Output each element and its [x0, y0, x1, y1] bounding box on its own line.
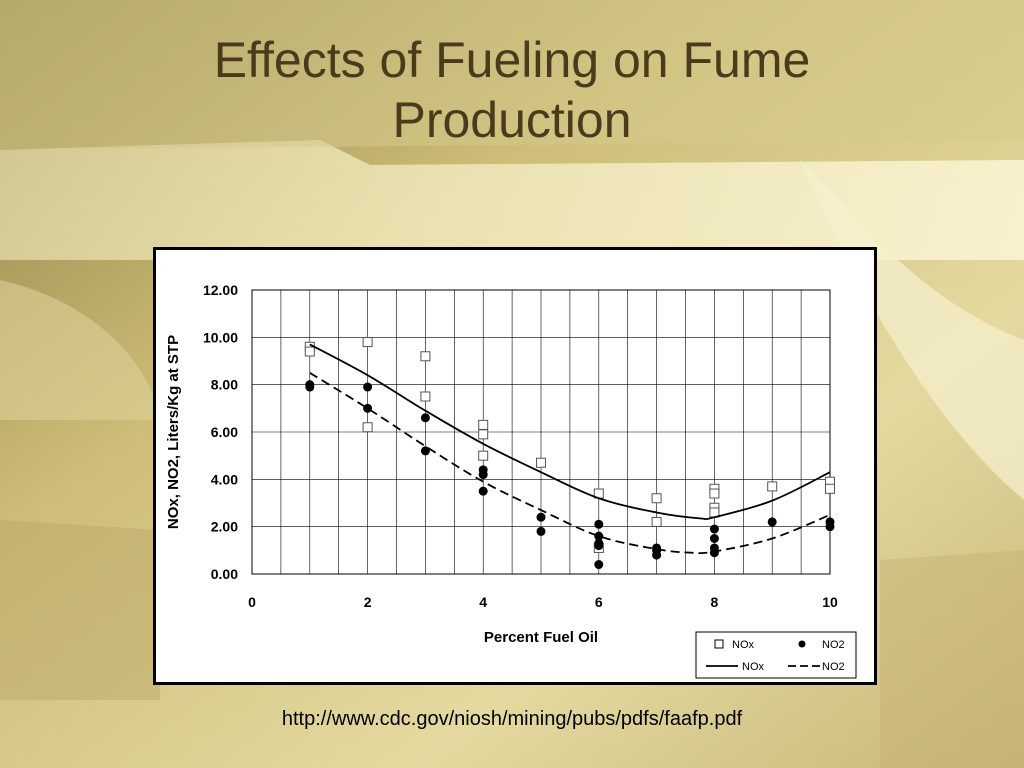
- no2-fit-line: [309, 372, 831, 555]
- x-tick-label: 2: [364, 594, 372, 610]
- y-tick-label: 10.00: [203, 329, 238, 345]
- no2-data-point: [536, 526, 546, 536]
- nox-data-point: [767, 481, 778, 492]
- nox-data-point: [536, 457, 546, 468]
- x-tick-label: 6: [595, 594, 603, 610]
- slide-title-line-2: Production: [392, 92, 632, 148]
- no2-data-point: [363, 403, 373, 413]
- no2-data-point: [594, 560, 604, 570]
- x-tick-label: 0: [248, 594, 256, 610]
- nox-data-point: [362, 422, 373, 433]
- no2-data-point: [594, 531, 604, 541]
- nox-data-point: [478, 450, 489, 461]
- x-tick-label: 10: [822, 594, 838, 610]
- nox-fit-line: [309, 343, 831, 521]
- x-axis-label: Percent Fuel Oil: [484, 629, 598, 646]
- no2-data-point: [652, 550, 662, 560]
- x-tick-label: 4: [479, 594, 487, 610]
- legend-no2-line-label: NO2: [822, 661, 845, 673]
- no2-data-point: [363, 382, 373, 392]
- y-tick-label: 6.00: [211, 424, 238, 440]
- no2-data-point: [478, 470, 488, 480]
- no2-data-point: [536, 512, 546, 522]
- slide-title-line-1: Effects of Fueling on Fume: [213, 32, 811, 88]
- slide-title: Effects of Fueling on Fume Production: [112, 30, 912, 150]
- nox-data-point: [709, 488, 720, 499]
- legend-no2-points-label: NO2: [822, 639, 845, 651]
- no2-data-point: [825, 522, 835, 532]
- no2-data-point: [594, 519, 604, 529]
- nox-data-point: [304, 346, 315, 357]
- y-tick-label: 12.00: [203, 282, 238, 298]
- chart-frame: 0.00 2.00 4.00 6.00 8.00 10.00 12.00 0 2 4 6 8 10 P…: [153, 247, 877, 685]
- series-layer: [304, 337, 835, 570]
- no2-data-point: [305, 382, 315, 392]
- chart-legend: NOx NO2 NOx NO2: [695, 631, 857, 679]
- y-tick-label: 0.00: [211, 566, 238, 582]
- y-tick-label: 8.00: [211, 377, 238, 393]
- nox-data-point: [825, 483, 835, 494]
- y-tick-label: 2.00: [211, 519, 238, 535]
- nox-data-point: [420, 391, 431, 402]
- no2-data-point: [709, 534, 719, 543]
- nox-data-point: [478, 429, 489, 440]
- no2-data-point: [709, 548, 719, 558]
- x-tick-labels: 0 2 4 6 8 10: [248, 594, 838, 610]
- y-tick-labels: 0.00 2.00 4.00 6.00 8.00 10.00 12.00: [203, 282, 238, 582]
- chart: 0.00 2.00 4.00 6.00 8.00 10.00 12.00 0 2 4 6 8 10 P…: [165, 282, 857, 679]
- y-tick-label: 4.00: [211, 471, 238, 487]
- legend-nox-line-label: NOx: [742, 661, 765, 673]
- no2-data-point: [478, 486, 488, 496]
- y-axis-label: NOx, NO2, Liters/Kg at STP: [165, 335, 182, 529]
- legend-nox-points-label: NOx: [732, 639, 755, 651]
- legend-nox-points-marker: [714, 639, 724, 649]
- nox-data-point: [362, 337, 373, 348]
- no2-data-point: [594, 541, 604, 551]
- plot-area-border: [251, 289, 831, 575]
- no2-data-point: [420, 413, 430, 423]
- nox-data-point: [478, 419, 489, 430]
- x-tick-label: 8: [711, 594, 719, 610]
- no2-data-point: [767, 517, 777, 527]
- nox-data-point: [651, 516, 662, 527]
- legend-no2-points-marker: [798, 640, 806, 648]
- nox-data-point: [651, 493, 662, 504]
- source-url: http://www.cdc.gov/niosh/mining/pubs/pdf…: [281, 708, 743, 730]
- nox-data-point: [420, 351, 431, 362]
- no2-data-point: [709, 524, 719, 534]
